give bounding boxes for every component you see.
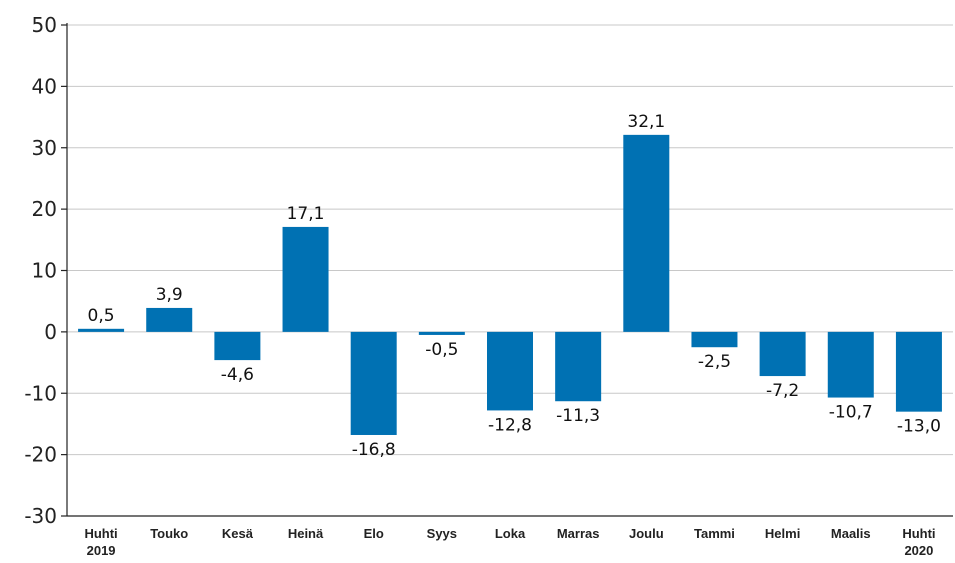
x-tick-label: 2019 xyxy=(87,543,116,558)
y-tick-label: 50 xyxy=(32,13,57,37)
x-tick-label: Elo xyxy=(364,526,384,541)
x-tick-label: Joulu xyxy=(629,526,664,541)
data-label: -0,5 xyxy=(425,340,458,360)
data-label: 17,1 xyxy=(287,204,325,224)
bar xyxy=(759,331,806,377)
bar xyxy=(418,331,465,335)
bar xyxy=(146,307,193,332)
x-tick-label: Tammi xyxy=(694,526,735,541)
y-tick-label: 0 xyxy=(44,320,57,344)
bar xyxy=(214,331,261,361)
x-tick-label: Loka xyxy=(495,526,526,541)
x-tick-label: 2020 xyxy=(904,543,933,558)
y-tick-label: 30 xyxy=(32,136,57,160)
bar xyxy=(895,331,942,412)
data-label: 3,9 xyxy=(156,285,183,305)
data-label: -13,0 xyxy=(897,417,941,437)
data-label: -4,6 xyxy=(221,365,254,385)
x-tick-label: Helmi xyxy=(765,526,800,541)
y-tick-label: 20 xyxy=(32,197,57,221)
y-tick-label: 40 xyxy=(32,74,57,98)
x-tick-label: Touko xyxy=(150,526,188,541)
bar xyxy=(827,331,874,398)
data-label: -7,2 xyxy=(766,381,799,401)
x-tick-label: Huhti xyxy=(84,526,117,541)
bar xyxy=(282,226,329,332)
y-tick-label: -10 xyxy=(24,381,57,405)
bar xyxy=(691,331,738,348)
y-tick-label: 10 xyxy=(32,259,57,283)
data-label: -10,7 xyxy=(829,403,873,423)
x-tick-label: Marras xyxy=(557,526,600,541)
bar xyxy=(78,328,125,332)
x-tick-label: Huhti xyxy=(902,526,935,541)
bar xyxy=(623,134,670,332)
data-label: -12,8 xyxy=(488,415,532,435)
y-tick-label: -20 xyxy=(24,443,57,467)
x-tick-label: Syys xyxy=(427,526,457,541)
data-label: -16,8 xyxy=(352,440,396,460)
bar xyxy=(350,331,397,435)
data-label: 0,5 xyxy=(88,306,115,326)
data-label: 32,1 xyxy=(627,112,665,132)
data-label: -11,3 xyxy=(556,406,600,426)
x-tick-label: Kesä xyxy=(222,526,254,541)
y-tick-label: -30 xyxy=(24,504,57,528)
x-tick-label: Heinä xyxy=(288,526,324,541)
bar xyxy=(487,331,533,411)
data-label: -2,5 xyxy=(698,352,731,372)
bar xyxy=(555,331,602,402)
x-tick-label: Maalis xyxy=(831,526,871,541)
